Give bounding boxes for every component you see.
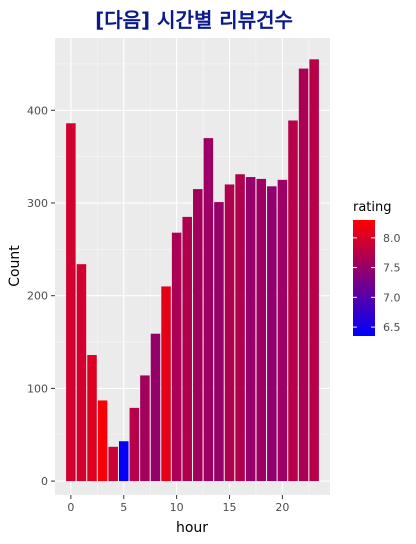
bar-hour-15 bbox=[224, 184, 235, 482]
x-tick-label: 10 bbox=[170, 501, 184, 514]
legend-tick-label: 6.5 bbox=[383, 321, 401, 334]
legend-colorbar bbox=[353, 220, 375, 336]
bar-hour-14 bbox=[214, 202, 224, 482]
bar-hour-4 bbox=[108, 446, 118, 482]
legend-tick-label: 7.0 bbox=[383, 291, 401, 304]
x-tick-label: 15 bbox=[223, 501, 237, 514]
bar-hour-0 bbox=[66, 123, 76, 482]
x-axis-ticks: 0 5 10 15 20 bbox=[67, 495, 289, 514]
bar-hour-18 bbox=[256, 178, 267, 482]
x-axis-title: hour bbox=[176, 520, 208, 536]
bar-hour-6 bbox=[129, 407, 140, 482]
legend-ticks: 8.0 7.5 7.0 6.5 bbox=[353, 232, 401, 334]
bar-hour-1 bbox=[76, 264, 87, 482]
legend-tick-label: 7.5 bbox=[383, 262, 401, 275]
legend-title: rating bbox=[353, 200, 392, 215]
bars bbox=[66, 59, 319, 482]
legend-tick-label: 8.0 bbox=[383, 232, 401, 245]
bar-hour-7 bbox=[140, 375, 150, 482]
bar-hour-9 bbox=[161, 286, 171, 482]
y-tick-label: 0 bbox=[41, 475, 48, 488]
bar-hour-8 bbox=[150, 333, 161, 482]
bar-hour-23 bbox=[309, 59, 319, 482]
chart-title: [다음] 시간별 리뷰건수 bbox=[95, 8, 293, 32]
y-tick-label: 100 bbox=[27, 382, 48, 395]
y-axis-title: Count bbox=[7, 245, 23, 287]
y-tick-label: 400 bbox=[27, 104, 48, 117]
y-axis-ticks: 0 100 200 300 400 bbox=[27, 104, 55, 488]
x-tick-label: 0 bbox=[67, 501, 74, 514]
bar-hour-11 bbox=[182, 216, 192, 482]
bar-hour-10 bbox=[171, 232, 182, 482]
bar-hour-13 bbox=[203, 138, 214, 482]
bar-hour-3 bbox=[97, 400, 108, 482]
x-tick-label: 5 bbox=[120, 501, 127, 514]
grid-minor bbox=[55, 38, 330, 495]
legend: rating 8.0 7.5 7.0 6.5 bbox=[353, 200, 401, 336]
bar-hour-16 bbox=[235, 174, 245, 482]
bar-hour-19 bbox=[267, 186, 277, 482]
bar-hour-22 bbox=[298, 68, 309, 482]
bar-hour-21 bbox=[288, 120, 298, 482]
x-tick-label: 20 bbox=[275, 501, 289, 514]
bar-hour-20 bbox=[277, 179, 288, 482]
bar-hour-17 bbox=[245, 177, 256, 482]
bar-hour-2 bbox=[87, 355, 97, 482]
y-tick-label: 200 bbox=[27, 290, 48, 303]
y-tick-label: 300 bbox=[27, 197, 48, 210]
bar-hour-12 bbox=[193, 189, 203, 482]
bar-hour-5 bbox=[118, 441, 129, 482]
